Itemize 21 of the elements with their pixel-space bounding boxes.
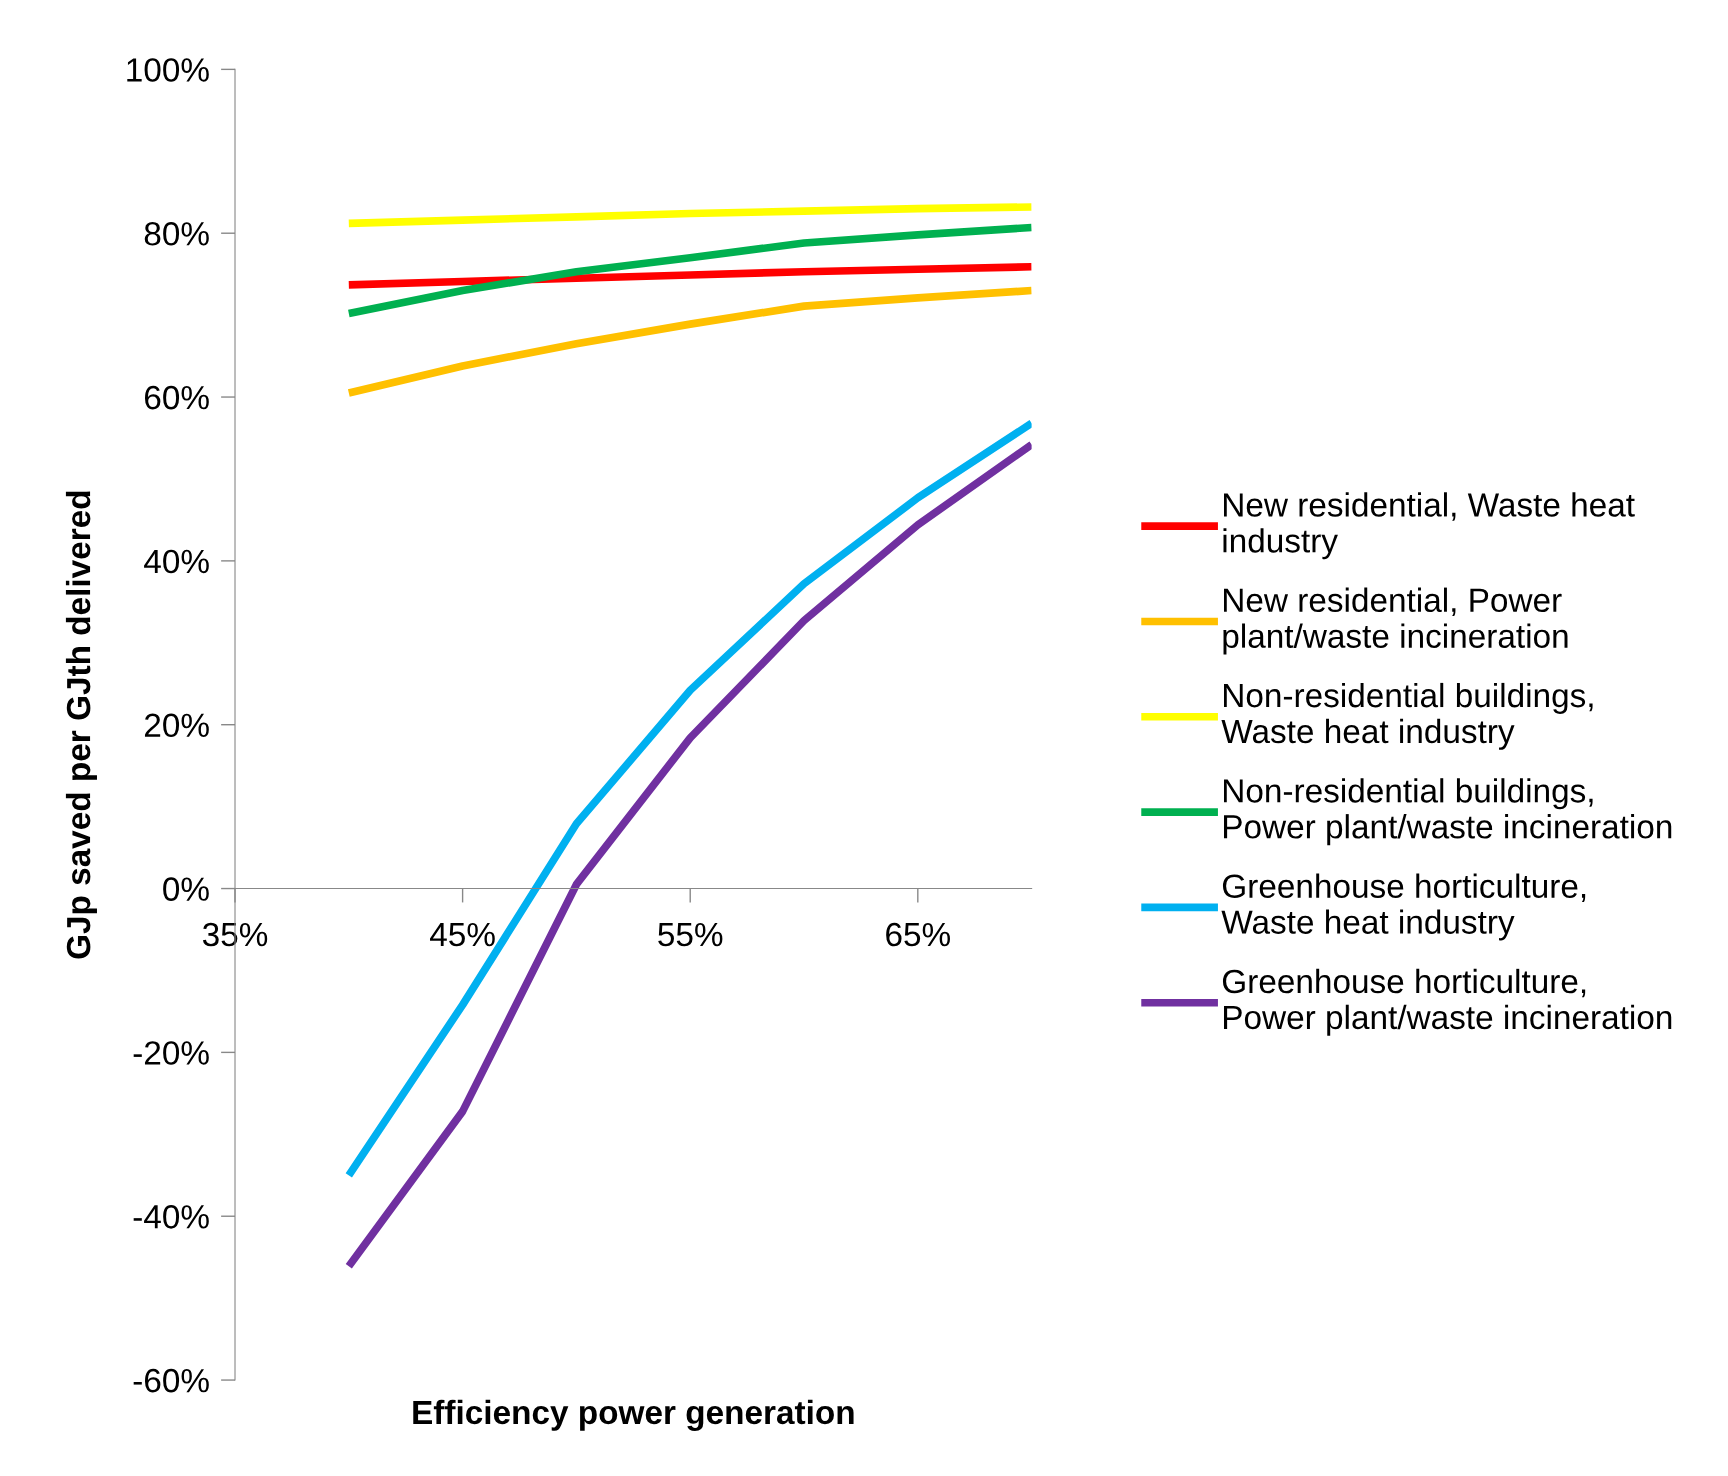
y-tick-label: 0% bbox=[163, 877, 209, 901]
x-tick-label: 65% bbox=[886, 922, 950, 947]
y-tick-label: 80% bbox=[144, 222, 209, 246]
y-tick-label: 60% bbox=[144, 385, 209, 410]
y-tick-label: -60% bbox=[133, 1368, 209, 1393]
y-tick-label: 40% bbox=[144, 549, 209, 574]
y-tick-label: -20% bbox=[133, 1041, 209, 1065]
legend-label: New residential, Power plant/waste incineration bbox=[1223, 587, 1568, 655]
x-tick-label: 35% bbox=[202, 922, 268, 947]
y-tick-label: 100% bbox=[127, 58, 209, 82]
y-axis-title: GJp saved per GJth delivered bbox=[65, 491, 97, 959]
legend-label: Non-residential buildings, Power plant/waste incineration bbox=[1224, 778, 1672, 846]
x-tick-label: 45% bbox=[430, 922, 495, 947]
y-tick-label: -40% bbox=[133, 1205, 209, 1229]
y-tick-label: 20% bbox=[144, 713, 209, 738]
legend-label: Greenhouse horticulture, Power plant/waste incineration bbox=[1222, 968, 1672, 1036]
x-tick-label: 55% bbox=[658, 922, 723, 947]
legend-label: Non-residential buildings, Waste heat industry bbox=[1221, 682, 1593, 750]
x-axis-title: Efficiency power generation bbox=[413, 1399, 854, 1431]
legend-label: Greenhouse horticulture, Waste heat industry bbox=[1221, 873, 1586, 941]
legend-label: New residential, Waste heat industry bbox=[1223, 492, 1635, 560]
